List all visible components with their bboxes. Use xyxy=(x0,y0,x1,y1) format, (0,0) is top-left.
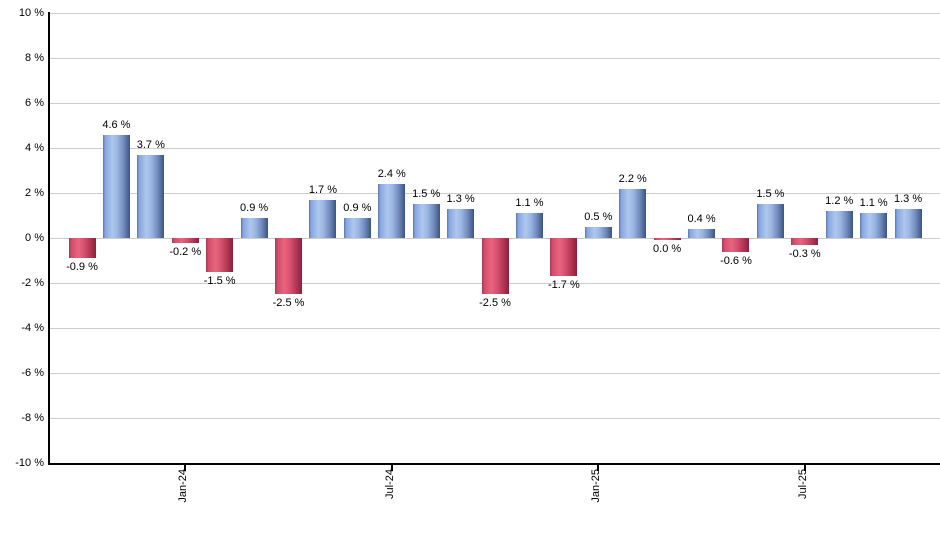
bar-positive xyxy=(515,213,543,238)
y-axis-tick-label: 2 % xyxy=(25,187,44,199)
y-axis-tick-label: -8 % xyxy=(21,412,44,424)
bar-negative xyxy=(722,238,750,252)
gridline xyxy=(48,373,940,374)
bar-positive xyxy=(860,213,888,238)
y-axis-tick-label: 10 % xyxy=(18,7,44,19)
y-axis-tick-label: -6 % xyxy=(21,367,44,379)
bar-value-label: -2.5 % xyxy=(272,297,305,310)
bar-negative xyxy=(653,238,681,240)
bar-positive xyxy=(309,199,337,238)
bar-value-label: -0.3 % xyxy=(788,247,821,260)
bar-negative xyxy=(206,238,234,272)
bar-positive xyxy=(619,188,647,238)
x-axis-tick-label: Jul-24 xyxy=(383,469,396,499)
gridline xyxy=(48,148,940,149)
y-axis-tick-label: -2 % xyxy=(21,277,44,289)
bar-value-label: 4.6 % xyxy=(102,118,131,131)
bar-value-label: 1.5 % xyxy=(756,188,785,201)
bar-value-label: 3.7 % xyxy=(136,138,165,151)
y-axis-tick-label: 8 % xyxy=(25,52,44,64)
y-axis-line xyxy=(47,12,50,465)
bar-value-label: 0.9 % xyxy=(240,201,269,214)
bar-positive xyxy=(240,217,268,238)
bar-value-label: 0.0 % xyxy=(653,243,682,255)
gridline xyxy=(48,103,940,104)
bar-value-label: -0.6 % xyxy=(720,254,752,267)
bar-negative xyxy=(68,238,96,259)
x-axis-tick-label: Jan-24 xyxy=(177,469,190,503)
bar-value-label: -1.7 % xyxy=(547,279,580,292)
x-axis-tick xyxy=(597,463,600,471)
gridline xyxy=(48,13,940,14)
bar-value-label: 2.4 % xyxy=(377,168,406,180)
bar-negative xyxy=(481,238,509,295)
bar-positive xyxy=(447,208,475,238)
bar-positive xyxy=(894,208,922,238)
y-axis-tick-label: 0 % xyxy=(25,232,44,244)
bar-positive xyxy=(825,211,853,238)
bar-value-label: 1.1 % xyxy=(515,197,544,210)
bar-value-label: -0.2 % xyxy=(169,245,202,258)
y-axis-tick-label: -4 % xyxy=(21,322,44,334)
bar-negative xyxy=(550,238,578,277)
bar-positive xyxy=(343,217,371,238)
bar-value-label: 0.9 % xyxy=(343,201,372,214)
bar-negative xyxy=(171,238,199,243)
bar-positive xyxy=(102,134,130,238)
bar-positive xyxy=(137,154,165,238)
bar-value-label: 1.3 % xyxy=(446,192,475,205)
gridline xyxy=(48,418,940,419)
bar-value-label: 1.5 % xyxy=(412,188,441,201)
bar-value-label: 1.3 % xyxy=(894,192,923,205)
gridline xyxy=(48,58,940,59)
bar-positive xyxy=(584,226,612,238)
x-axis-tick-label: Jan-25 xyxy=(590,469,603,503)
gridline xyxy=(48,193,940,194)
bar-value-label: 0.4 % xyxy=(687,213,716,225)
bar-value-label: -2.5 % xyxy=(479,297,511,310)
x-axis-tick xyxy=(803,463,806,471)
gridline xyxy=(48,328,940,329)
bar-value-label: 1.7 % xyxy=(308,183,337,196)
bar-negative xyxy=(275,238,303,295)
bar-value-label: 1.1 % xyxy=(859,197,888,210)
x-axis-tick-label: Jul-25 xyxy=(796,469,809,499)
bar-positive xyxy=(412,204,440,238)
x-axis-tick xyxy=(184,463,187,471)
x-axis-line xyxy=(47,463,940,465)
y-axis-tick-label: -10 % xyxy=(15,457,44,469)
bar-negative xyxy=(791,238,819,245)
bar-value-label: 0.5 % xyxy=(584,210,613,223)
bar-value-label: -0.9 % xyxy=(66,261,98,274)
y-axis-tick-label: 6 % xyxy=(25,97,44,109)
bar-value-label: 1.2 % xyxy=(825,195,854,207)
bar-value-label: 2.2 % xyxy=(618,172,647,185)
x-axis-tick xyxy=(390,463,393,471)
bar-value-label: -1.5 % xyxy=(203,274,236,287)
bar-positive xyxy=(688,229,716,238)
bar-positive xyxy=(378,184,406,238)
bar-positive xyxy=(756,204,784,238)
y-axis-tick-label: 4 % xyxy=(25,142,44,154)
